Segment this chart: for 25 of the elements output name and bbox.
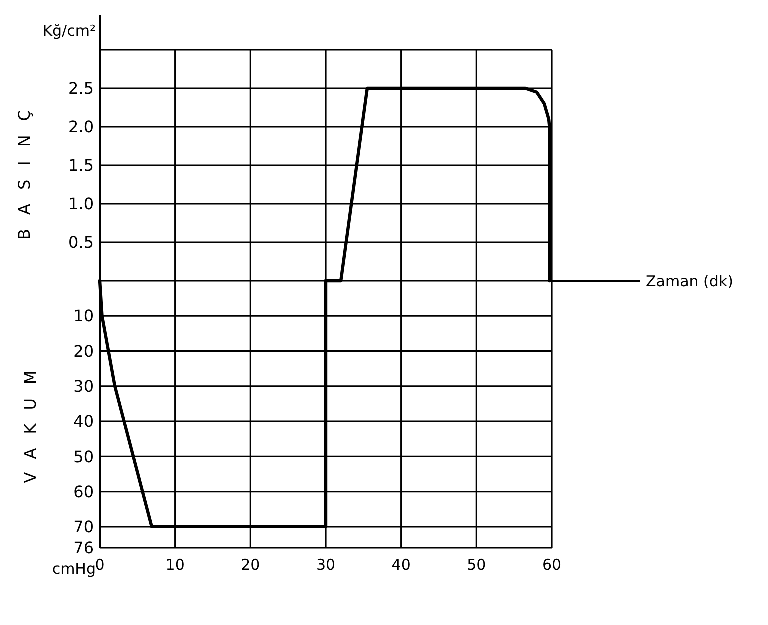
y-axis-title: VAKUM <box>21 356 40 484</box>
y-tick-label: 2.5 <box>68 79 94 98</box>
y-tick-label: 0.5 <box>68 233 94 252</box>
x-axis-title: Zaman (dk) <box>646 272 734 290</box>
y-tick-label: 2.0 <box>68 118 94 137</box>
x-tick-label: 20 <box>241 556 260 574</box>
x-tick-label: 10 <box>166 556 185 574</box>
x-tick-label: 40 <box>392 556 411 574</box>
y-tick-label: 1.5 <box>68 156 94 176</box>
x-tick-label: 60 <box>542 556 562 574</box>
x-tick-label: 50 <box>467 556 486 574</box>
x-tick-label: 0 <box>95 556 105 574</box>
y-tick-label: 70 <box>74 518 94 537</box>
y-tick-label: 10 <box>74 306 94 326</box>
y-tick-label: 40 <box>74 412 94 432</box>
x-tick-label: 30 <box>316 556 336 574</box>
text: Kğ/cm² <box>42 22 96 40</box>
y-tick-label: 50 <box>74 447 94 466</box>
text: cmHg <box>52 560 96 578</box>
y-tick-label: 30 <box>74 376 94 396</box>
y-axis-title: BASINÇ <box>15 96 34 240</box>
y-tick-label: 1.0 <box>68 194 94 214</box>
y-tick-label: 76 <box>74 538 94 558</box>
y-tick-label: 60 <box>74 482 94 502</box>
y-tick-label: 20 <box>74 342 94 361</box>
